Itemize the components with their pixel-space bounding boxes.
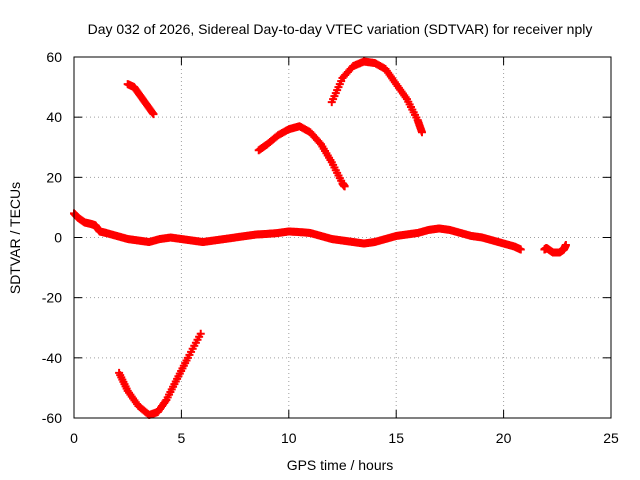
x-tick-label: 20 <box>496 430 512 446</box>
x-tick-label: 5 <box>178 430 186 446</box>
x-axis-label: GPS time / hours <box>287 457 394 473</box>
data-points <box>70 57 570 419</box>
x-axis-ticks: 0 5 10 15 20 25 <box>70 57 619 446</box>
chart-title: Day 032 of 2026, Sidereal Day-to-day VTE… <box>88 21 593 37</box>
x-tick-label: 10 <box>281 430 297 446</box>
x-tick-label: 25 <box>603 430 619 446</box>
series-arc-b <box>254 122 349 191</box>
y-axis-label: SDTVAR / TECUs <box>7 182 23 294</box>
data-point <box>149 110 158 119</box>
data-point <box>561 241 570 250</box>
y-tick-label: -40 <box>42 350 62 366</box>
y-tick-label: 40 <box>46 109 62 125</box>
data-point <box>516 245 525 254</box>
series-arc-a <box>123 80 158 119</box>
series-arc-d <box>115 329 205 419</box>
data-point <box>161 397 170 406</box>
y-tick-label: -20 <box>42 290 62 306</box>
y-tick-label: 0 <box>54 230 62 246</box>
data-point <box>340 182 349 191</box>
data-point <box>196 329 205 338</box>
x-tick-label: 15 <box>388 430 404 446</box>
y-tick-label: 20 <box>46 169 62 185</box>
series-arc-c <box>327 57 426 137</box>
series-main <box>70 209 525 254</box>
data-point <box>417 128 426 137</box>
y-tick-label: 60 <box>46 49 62 65</box>
y-axis-ticks: -60 -40 -20 0 20 40 60 <box>42 49 611 426</box>
series-tail <box>540 241 570 257</box>
y-tick-label: -60 <box>42 410 62 426</box>
x-tick-label: 0 <box>70 430 78 446</box>
